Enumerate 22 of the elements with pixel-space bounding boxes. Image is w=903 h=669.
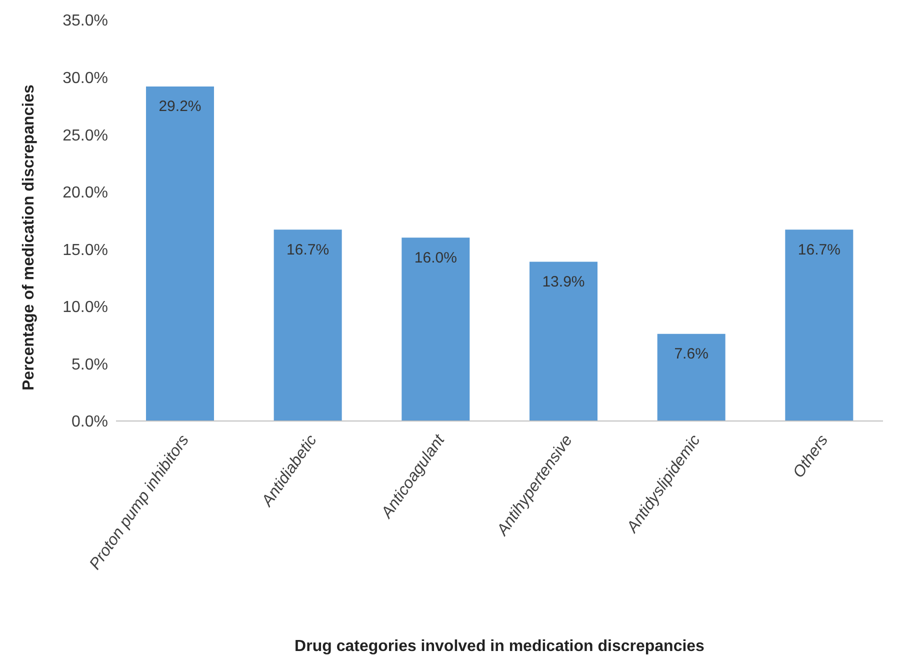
y-tick-label: 30.0% (62, 70, 108, 87)
bar (146, 86, 214, 421)
y-tick-label: 10.0% (62, 299, 108, 316)
y-tick-label: 25.0% (62, 127, 108, 144)
data-label: 16.7% (286, 241, 330, 258)
y-tick-label: 15.0% (62, 242, 108, 259)
y-tick-label: 5.0% (72, 356, 108, 374)
data-label: 7.6% (674, 346, 708, 363)
data-label: 16.7% (798, 241, 840, 258)
y-axis-title: Percentage of medication discrepancies (20, 84, 38, 390)
bar (274, 230, 342, 421)
data-label: 16.0% (414, 249, 457, 266)
bar (657, 334, 726, 421)
bar (530, 262, 598, 421)
x-axis-title: Drug categories involved in medication discrepancies (294, 638, 705, 655)
y-tick-label: 0.0% (72, 414, 108, 431)
data-label: 29.2% (158, 98, 202, 116)
y-tick-label: 35.0% (62, 12, 108, 30)
data-label: 13.9% (542, 273, 585, 290)
bar (402, 238, 470, 421)
y-tick-label: 20.0% (62, 184, 108, 202)
bar (785, 230, 854, 421)
